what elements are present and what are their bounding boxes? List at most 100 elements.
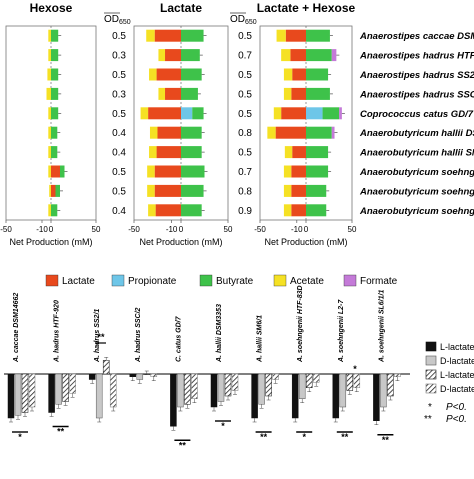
bottom-bar-3	[346, 373, 354, 391]
bar-segment-lactate	[156, 146, 181, 159]
x-axis-label: Net Production (mM)	[139, 237, 222, 247]
bar-segment-butyrate	[181, 87, 198, 100]
bottom-bar-2	[95, 373, 103, 419]
bottom-bar-4	[353, 373, 361, 388]
bar-segment-acetate	[283, 184, 292, 197]
bar-segment-acetate	[284, 146, 293, 159]
bar-segment-butyrate	[51, 29, 59, 42]
legend-swatch-propionate	[111, 274, 125, 287]
x-tick-label: -50	[0, 225, 12, 234]
bottom-bar-4	[231, 373, 239, 391]
strain-label: Anaerostipes hadrus HTF-9	[359, 51, 474, 62]
bar-segment-butyrate	[306, 49, 332, 62]
bar-segment-lactate	[165, 87, 181, 100]
bottom-bar-1	[332, 373, 340, 419]
od-value: 0.5	[112, 167, 126, 178]
x-tick-label: -10	[166, 225, 178, 234]
bottom-strain-label: A. hallii SM6/1	[257, 315, 264, 363]
bar-segment-acetate	[146, 29, 155, 42]
bottom-strain-label: A. soehngenii SL6/1/1	[378, 290, 385, 363]
bottom-bar-3	[184, 373, 191, 405]
x-tick-label: 0	[179, 225, 184, 234]
bar-segment-acetate	[48, 49, 51, 62]
strain-label: Anaerobutyricum soehngen	[359, 186, 474, 197]
bar-segment-butyrate	[51, 146, 58, 159]
legend-label: Propionate	[128, 276, 177, 287]
legend-label: Lactate	[62, 276, 95, 287]
od-value: 0.8	[238, 128, 252, 139]
bar-segment-acetate	[149, 126, 158, 139]
bar-segment-butyrate	[306, 68, 329, 81]
od-label: OD650	[104, 14, 131, 26]
x-tick-label: -50	[128, 225, 140, 234]
od-label: OD650	[230, 14, 257, 26]
bar-segment-formate	[339, 107, 342, 120]
bottom-bar-1	[129, 373, 137, 377]
bottom-bar-3	[224, 373, 232, 397]
bar-segment-butyrate	[51, 126, 58, 139]
bottom-bar-3	[387, 373, 394, 397]
bar-segment-butyrate	[55, 184, 60, 197]
bar-segment-butyrate	[306, 29, 330, 42]
bar-segment-butyrate	[306, 204, 327, 217]
bottom-strain-label: A. soehngenii L2-7	[338, 299, 345, 363]
bar-segment-lactate	[154, 165, 181, 178]
bottom-strain-label: A. hadrus SS2/1	[94, 309, 101, 363]
bar-segment-butyrate	[192, 107, 204, 120]
bar-segment-acetate	[147, 184, 155, 197]
strain-label-group: Anaerostipes caccae DSM1 Anaerostipes had…	[359, 31, 474, 217]
strain-label: Anaerobutyricum soehngen	[359, 206, 474, 217]
bar-segment-acetate	[283, 87, 292, 100]
legend-swatch-butyrate	[199, 274, 213, 287]
panel-2: Lactate OD650 0.5 0.3 0.5 0.3 0.5 0.4 0.4 0.5 0.5 0…	[104, 1, 233, 247]
significance-stars: **	[260, 432, 268, 442]
bar-segment-lactate	[157, 126, 181, 139]
x-tick-label: 0	[49, 225, 54, 234]
bottom-bar-4	[150, 373, 158, 377]
significance-stars: **	[382, 435, 390, 445]
significance-stars: **	[179, 440, 187, 450]
bottom-bar-2	[298, 373, 306, 399]
bar-segment-lactate	[155, 204, 181, 217]
bar-segment-lactate	[156, 68, 181, 81]
bottom-bar-1	[48, 373, 55, 413]
bar-segment-acetate	[48, 126, 51, 139]
bar-segment-acetate	[267, 126, 276, 139]
bottom-bar-2	[258, 373, 265, 405]
od-value: 0.5	[238, 89, 252, 100]
strain-label: Anaerostipes caccae DSM1	[359, 31, 474, 42]
legend-swatch-formate	[343, 274, 357, 287]
bottom-legend-swatch	[425, 369, 437, 380]
od-value: 0.4	[112, 128, 126, 139]
bar-segment-acetate	[283, 165, 292, 178]
bar-segment-acetate	[46, 87, 51, 100]
bottom-bar-3	[143, 373, 151, 375]
bottom-bar-4	[69, 373, 76, 394]
bottom-bar-1	[210, 373, 218, 408]
od-value: 0.5	[112, 109, 126, 120]
strain-label: Coprococcus catus GD/7	[360, 109, 474, 120]
legend: Lactate Propionate Butyrate Acetate Formate	[45, 274, 398, 287]
bottom-bar-1	[373, 373, 380, 421]
bar-segment-butyrate	[51, 107, 59, 120]
bottom-legend-label: L-lactate	[440, 370, 474, 380]
bar-segment-propionate	[181, 107, 193, 120]
bar-segment-lactate	[292, 146, 306, 159]
bar-segment-lactate	[291, 204, 306, 217]
bottom-strain-label: A. caccae DSM14662	[13, 293, 20, 363]
bottom-bar-3	[62, 373, 69, 402]
bar-segment-acetate	[276, 29, 286, 42]
bottom-bar-2	[14, 373, 22, 416]
bar-segment-butyrate	[181, 146, 202, 159]
bar-segment-lactate	[285, 29, 306, 42]
x-tick-label: -50	[254, 225, 266, 234]
bottom-bar-2	[136, 373, 144, 380]
bar-segment-formate	[331, 49, 337, 62]
significance-stars: **	[341, 432, 349, 442]
bottom-bar-2	[177, 373, 184, 408]
significance-stars: *	[302, 432, 306, 442]
